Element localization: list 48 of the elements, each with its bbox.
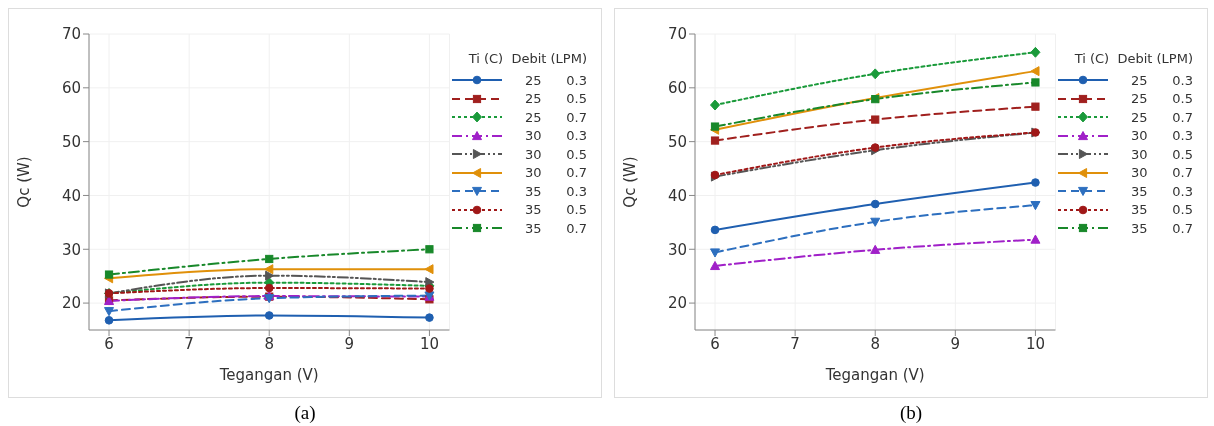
y-tick-label: 30	[667, 240, 687, 259]
x-tick-label: 6	[710, 334, 720, 353]
legend-title: Ti (C) Debit (LPM)	[468, 51, 587, 66]
x-tick-label: 8	[264, 334, 274, 353]
x-tick-label: 7	[790, 334, 800, 353]
legend-label: 30 0.3	[523, 128, 587, 144]
x-axis-title: Tegangan (V)	[824, 366, 925, 384]
legend-title: Ti (C) Debit (LPM)	[1074, 51, 1193, 66]
y-tick-label: 40	[61, 186, 81, 205]
x-axis-title: Tegangan (V)	[218, 366, 319, 384]
x-tick-label: 9	[950, 334, 961, 353]
x-tick-label: 7	[184, 334, 194, 353]
legend-label: 25 0.7	[523, 109, 587, 125]
legend-label: 25 0.5	[1129, 91, 1193, 107]
legend-label: 35 0.3	[523, 183, 587, 199]
y-tick-label: 40	[667, 186, 687, 205]
legend-label: 35 0.7	[1129, 220, 1193, 236]
y-tick-label: 70	[667, 25, 687, 44]
legend-label: 35 0.5	[523, 202, 587, 218]
x-tick-label: 8	[870, 334, 880, 353]
legend-label: 30 0.5	[523, 146, 587, 162]
y-tick-label: 20	[61, 294, 81, 313]
x-tick-label: 10	[419, 334, 439, 353]
legend-label: 35 0.5	[1129, 202, 1193, 218]
x-tick-label: 10	[1025, 334, 1045, 353]
y-tick-label: 20	[667, 294, 687, 313]
y-tick-label: 50	[667, 132, 687, 151]
x-tick-label: 9	[344, 334, 355, 353]
legend-label: 30 0.7	[523, 165, 587, 181]
legend-label: 30 0.5	[1129, 146, 1193, 162]
legend-label: 30 0.3	[1129, 128, 1193, 144]
y-axis-title: Qc (W)	[15, 156, 34, 208]
legend-label: 25 0.5	[523, 91, 587, 107]
y-tick-label: 50	[61, 132, 81, 151]
x-tick-label: 6	[104, 334, 114, 353]
legend-label: 25 0.3	[523, 72, 587, 88]
text: (a)	[293, 402, 317, 424]
y-axis-title: Qc (W)	[621, 156, 640, 208]
y-tick-label: 30	[61, 240, 81, 259]
y-tick-label: 60	[667, 79, 687, 98]
legend-label: 25 0.3	[1129, 72, 1193, 88]
y-tick-label: 70	[61, 25, 81, 44]
legend-label: 35 0.7	[523, 220, 587, 236]
y-tick-label: 60	[61, 79, 81, 98]
legend-label: 25 0.7	[1129, 109, 1193, 125]
legend-label: 35 0.3	[1129, 183, 1193, 199]
text: (b)	[898, 402, 924, 424]
legend-label: 30 0.7	[1129, 165, 1193, 181]
